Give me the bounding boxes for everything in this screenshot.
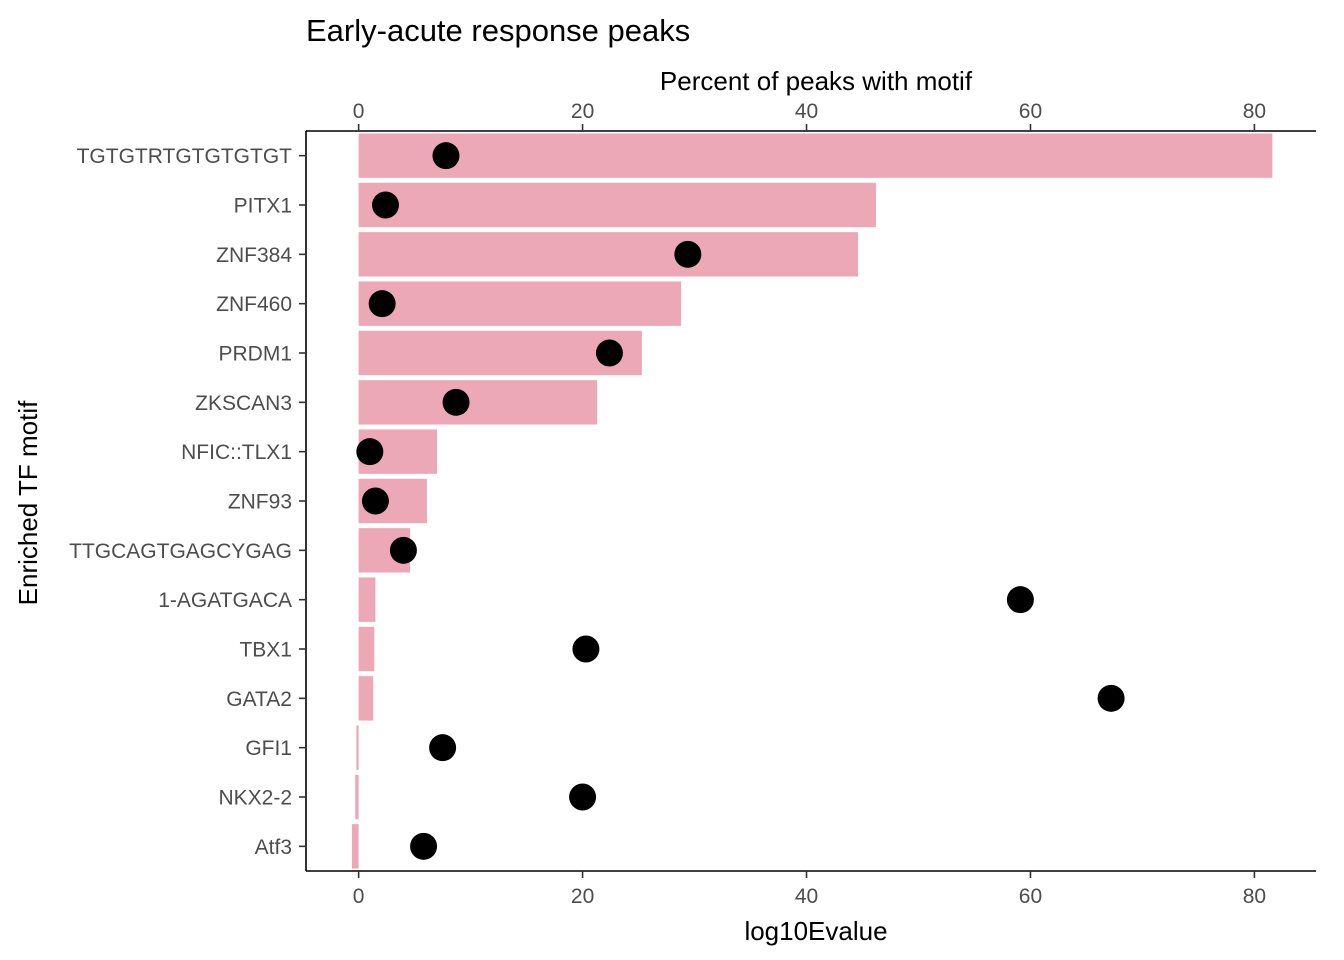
y-axis-title: Enriched TF motif — [13, 400, 43, 605]
point-PRDM1 — [595, 339, 623, 367]
point-PITX1 — [372, 191, 400, 219]
bar-TGTGTRTGTGTGTGT — [358, 133, 1273, 178]
bar-GATA2 — [358, 676, 374, 721]
bottom-tick-label: 40 — [795, 885, 818, 908]
category-label: ZNF460 — [216, 293, 292, 316]
top-tick-label: 60 — [1019, 100, 1042, 123]
bar-PITX1 — [358, 182, 876, 228]
category-label: PITX1 — [234, 195, 292, 218]
point-GATA2 — [1097, 684, 1125, 712]
point-NKX2-2 — [569, 783, 597, 811]
point-ZNF384 — [674, 240, 702, 268]
category-label: ZKSCAN3 — [195, 392, 292, 415]
category-label: NFIC::TLX1 — [181, 441, 292, 464]
category-label: TBX1 — [239, 639, 292, 662]
point-TBX1 — [572, 635, 600, 663]
point-ZNF460 — [368, 290, 396, 318]
top-axis-title: Percent of peaks with motif — [660, 66, 973, 96]
bar-1-AGATGACA — [358, 577, 376, 622]
points-layer — [356, 142, 1125, 860]
chart-title: Early-acute response peaks — [306, 13, 690, 48]
category-label: GATA2 — [226, 688, 292, 711]
category-label: PRDM1 — [218, 343, 292, 366]
category-label: GFI1 — [245, 737, 292, 760]
point-GFI1 — [429, 734, 457, 762]
point-ZNF93 — [361, 487, 389, 515]
top-tick-label: 20 — [571, 100, 594, 123]
top-tick-label: 40 — [795, 100, 818, 123]
bar-NKX2-2 — [355, 774, 359, 820]
point-ZKSCAN3 — [442, 388, 470, 416]
bar-ZNF384 — [358, 232, 859, 277]
category-label: TTGCAGTGAGCYGAG — [69, 540, 292, 563]
category-label: Atf3 — [255, 836, 292, 859]
bar-TBX1 — [358, 626, 375, 672]
bottom-tick-label: 60 — [1019, 885, 1042, 908]
category-label: ZNF384 — [216, 244, 292, 267]
bottom-tick-label: 20 — [571, 885, 594, 908]
category-label: TGTGTRTGTGTGTGT — [77, 145, 293, 168]
bars-layer — [351, 133, 1273, 869]
point-NFIC::TLX1 — [356, 438, 384, 466]
bar-GFI1 — [356, 725, 359, 770]
bottom-tick-label: 80 — [1243, 885, 1266, 908]
category-label: NKX2-2 — [218, 787, 292, 810]
bottom-tick-label: 0 — [353, 885, 365, 908]
top-tick-label: 80 — [1243, 100, 1266, 123]
point-TGTGTRTGTGTGTGT — [432, 142, 460, 170]
bar-ZNF460 — [358, 281, 682, 326]
bottom-axis-title: log10Evalue — [744, 916, 887, 946]
bar-PRDM1 — [358, 330, 642, 376]
top-tick-label: 0 — [353, 100, 365, 123]
point-Atf3 — [410, 832, 438, 860]
point-TTGCAGTGAGCYGAG — [389, 536, 417, 564]
category-label: ZNF93 — [228, 491, 292, 514]
bar-Atf3 — [351, 824, 359, 869]
category-label: 1-AGATGACA — [158, 589, 292, 612]
point-1-AGATGACA — [1006, 586, 1034, 614]
axes-layer: 0 0 20 20 40 40 60 60 80 80 TGTGTRTGTGTGTGT PITX1 ZN… — [69, 100, 1316, 908]
bar-ZKSCAN3 — [358, 380, 598, 425]
